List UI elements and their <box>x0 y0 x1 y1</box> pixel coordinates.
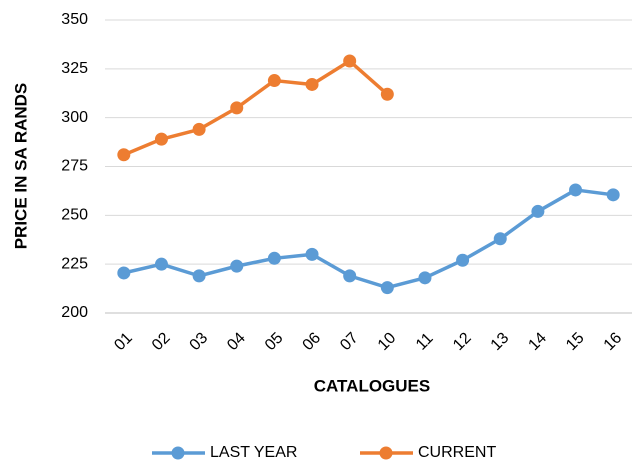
legend-marker <box>379 446 393 460</box>
data-point <box>569 183 583 197</box>
data-point <box>305 77 319 91</box>
data-point <box>154 132 168 146</box>
data-point <box>343 269 357 283</box>
x-tick-label: 15 <box>563 329 588 354</box>
y-axis-title: PRICE IN SA RANDS <box>11 83 30 250</box>
x-tick-label: 04 <box>224 329 249 354</box>
x-tick-label: 07 <box>337 329 362 354</box>
y-tick-label: 325 <box>61 60 88 77</box>
data-point <box>230 101 244 115</box>
data-point <box>192 269 206 283</box>
data-point <box>267 74 281 88</box>
x-tick-label: 03 <box>187 329 212 354</box>
x-tick-label: 06 <box>300 329 325 354</box>
y-tick-label: 200 <box>61 304 88 321</box>
data-point <box>493 232 507 246</box>
x-tick-label: 10 <box>375 329 400 354</box>
data-point <box>380 281 394 295</box>
data-point <box>117 148 131 162</box>
x-tick-label: 05 <box>262 329 287 354</box>
x-tick-label: 16 <box>601 329 626 354</box>
y-tick-label: 275 <box>61 158 88 175</box>
data-point <box>456 253 470 267</box>
x-tick-label: 14 <box>525 329 550 354</box>
legend-label: CURRENT <box>418 444 496 461</box>
data-point <box>230 259 244 273</box>
legend-label: LAST YEAR <box>210 444 297 461</box>
data-point <box>117 266 131 280</box>
data-point <box>418 271 432 285</box>
data-point <box>267 251 281 265</box>
x-tick-label: 12 <box>450 329 475 354</box>
y-tick-label: 300 <box>61 109 88 126</box>
data-point <box>380 87 394 101</box>
data-point <box>531 204 545 218</box>
data-point <box>343 54 357 68</box>
x-tick-label: 02 <box>149 329 174 354</box>
data-point <box>305 247 319 261</box>
data-point <box>606 188 620 202</box>
y-tick-label: 225 <box>61 255 88 272</box>
data-point <box>154 257 168 271</box>
y-tick-label: 250 <box>61 207 88 224</box>
x-tick-label: 01 <box>111 329 136 354</box>
x-tick-label: 13 <box>488 329 513 354</box>
data-point <box>192 122 206 136</box>
x-tick-label: 11 <box>413 330 437 354</box>
x-axis-title: CATALOGUES <box>314 376 430 395</box>
y-tick-label: 350 <box>61 11 88 28</box>
legend-marker <box>171 446 185 460</box>
